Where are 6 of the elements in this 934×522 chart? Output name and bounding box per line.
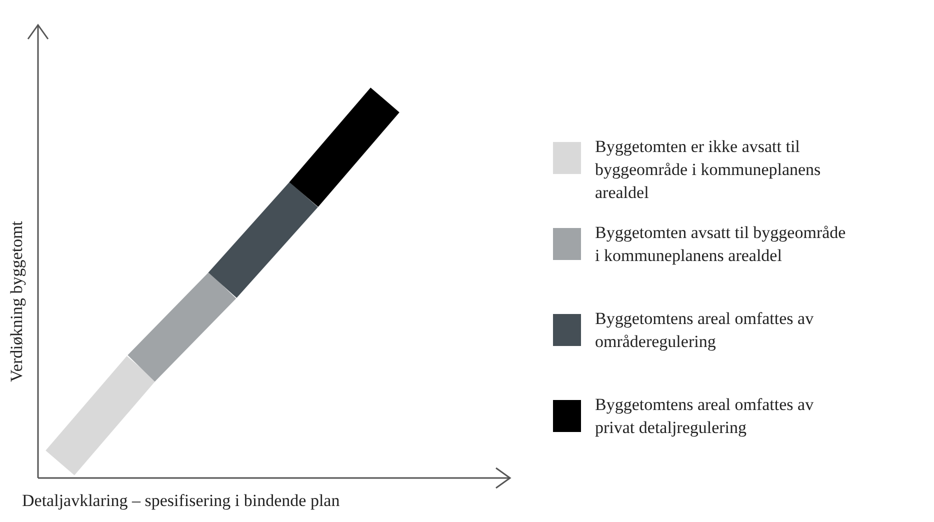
x-axis-title: Detaljavklaring – spesifisering i bindende plan — [22, 491, 340, 510]
legend-label: Byggetomtens areal omfattes av privat detaljregulering — [595, 395, 814, 437]
legend-label: Byggetomtens areal omfattes av områderegulering — [595, 309, 814, 351]
legend-label: Byggetomten avsatt til byggeområde i kommuneplanens arealdel — [595, 223, 846, 265]
legend-label: Byggetomten er ikke avsatt til byggeområde i kommuneplanens arealdel — [595, 137, 821, 202]
y-axis-title: Verdiøkning byggetomt — [7, 220, 26, 382]
